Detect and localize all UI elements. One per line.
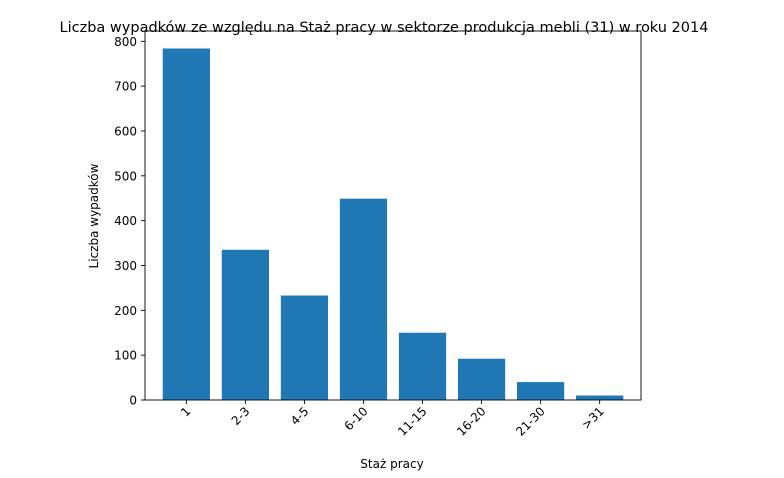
x-tick-label: 21-30 (513, 404, 548, 439)
y-tick-label: 400 (114, 214, 137, 228)
bar-1 (162, 48, 210, 401)
y-axis-label: Liczba wypadków (87, 163, 101, 268)
x-tick-label: 4-5 (288, 404, 312, 428)
bar-4-5 (280, 295, 329, 400)
y-tick-label: 100 (114, 349, 137, 363)
chart-title: Liczba wypadków ze względu na Staż pracy… (60, 20, 709, 36)
bar-31 (576, 395, 624, 400)
y-tick-label: 200 (114, 304, 137, 318)
bar-21-30 (517, 382, 565, 400)
x-tick-label: 11-15 (395, 404, 430, 439)
y-tick-label: 700 (114, 80, 137, 94)
plot-frame (144, 30, 642, 401)
y-tick-label: 800 (114, 35, 137, 49)
x-tick-label: >31 (579, 404, 607, 432)
y-tick-label: 0 (129, 394, 137, 408)
x-axis-label: Staż pracy (360, 457, 423, 471)
bar-6-10 (339, 198, 388, 400)
bar-11-15 (398, 332, 447, 400)
x-tick-label: 16-20 (454, 404, 489, 439)
bar-2-3 (221, 249, 269, 400)
x-tick-label: 6-10 (341, 404, 370, 433)
y-tick-label: 300 (114, 259, 137, 273)
x-tick-label: 1 (178, 404, 193, 419)
y-tick-label: 500 (114, 169, 137, 183)
y-tick-label: 600 (114, 124, 137, 138)
bar-16-20 (457, 358, 506, 400)
x-tick-label: 2-3 (229, 404, 253, 428)
bars-layer (162, 48, 624, 401)
